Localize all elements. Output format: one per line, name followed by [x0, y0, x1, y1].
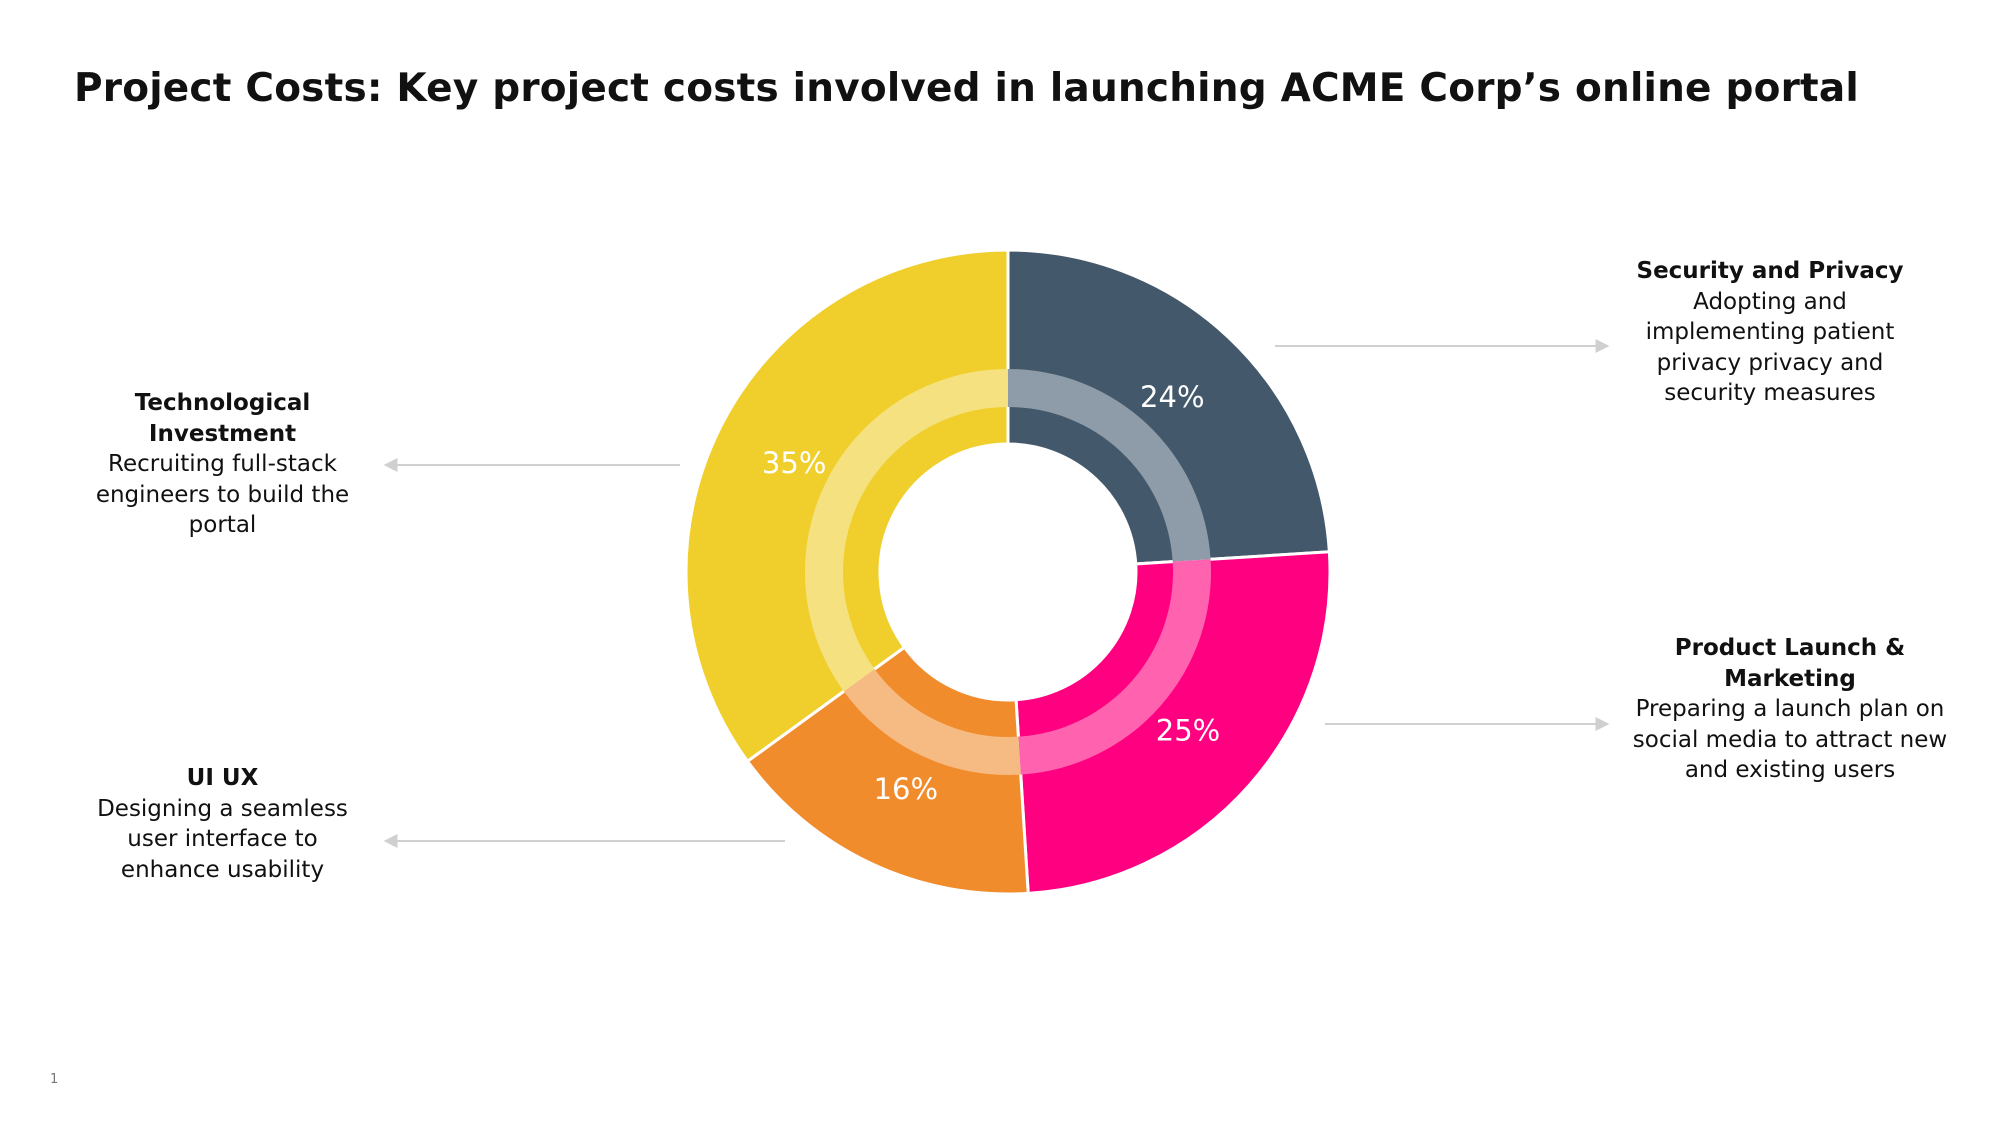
inner-ring-uiux — [843, 668, 1021, 775]
callout-ui-ux: UI UX Designing a seamless user interfac… — [90, 763, 355, 885]
donut-inner-ring — [804, 369, 1211, 775]
callout-product-launch-marketing: Product Launch & Marketing Preparing a l… — [1620, 633, 1960, 786]
slice-label-marketing: 25% — [1156, 714, 1220, 748]
slice-label-uiux: 16% — [874, 772, 938, 806]
callout-marketing-heading: Product Launch & Marketing — [1674, 635, 1906, 692]
slide-title: Project Costs: Key project costs involve… — [74, 66, 1859, 111]
inner-ring-tech — [804, 369, 1008, 692]
callout-uiux-body: Designing a seamless user interface to e… — [97, 795, 348, 883]
callout-security-body: Adopting and implementing patient privac… — [1645, 288, 1895, 407]
callout-tech-body: Recruiting full-stack engineers to build… — [95, 451, 350, 538]
slice-security — [1006, 248, 1331, 566]
donut-labels: 24% 25% 16% 35% — [762, 380, 1220, 806]
callout-marketing-body: Preparing a launch plan on social media … — [1632, 696, 1948, 783]
callout-tech-heading: Technological Investment — [134, 390, 311, 447]
slice-label-security: 24% — [1140, 380, 1204, 414]
callout-connectors — [383, 339, 1610, 848]
callout-technological-investment: Technological Investment Recruiting full… — [90, 388, 355, 541]
slice-label-tech: 35% — [762, 446, 826, 480]
page-number: 1 — [50, 1072, 59, 1087]
callout-uiux-heading: UI UX — [186, 765, 259, 791]
callout-security-heading: Security and Privacy — [1636, 258, 1904, 284]
inner-ring-marketing — [1018, 559, 1211, 775]
slice-uiux — [745, 645, 1030, 896]
inner-ring-security — [1008, 369, 1211, 562]
donut-slices — [684, 248, 1332, 896]
slice-marketing — [1014, 550, 1332, 895]
callout-security-privacy: Security and Privacy Adopting and implem… — [1620, 256, 1920, 409]
